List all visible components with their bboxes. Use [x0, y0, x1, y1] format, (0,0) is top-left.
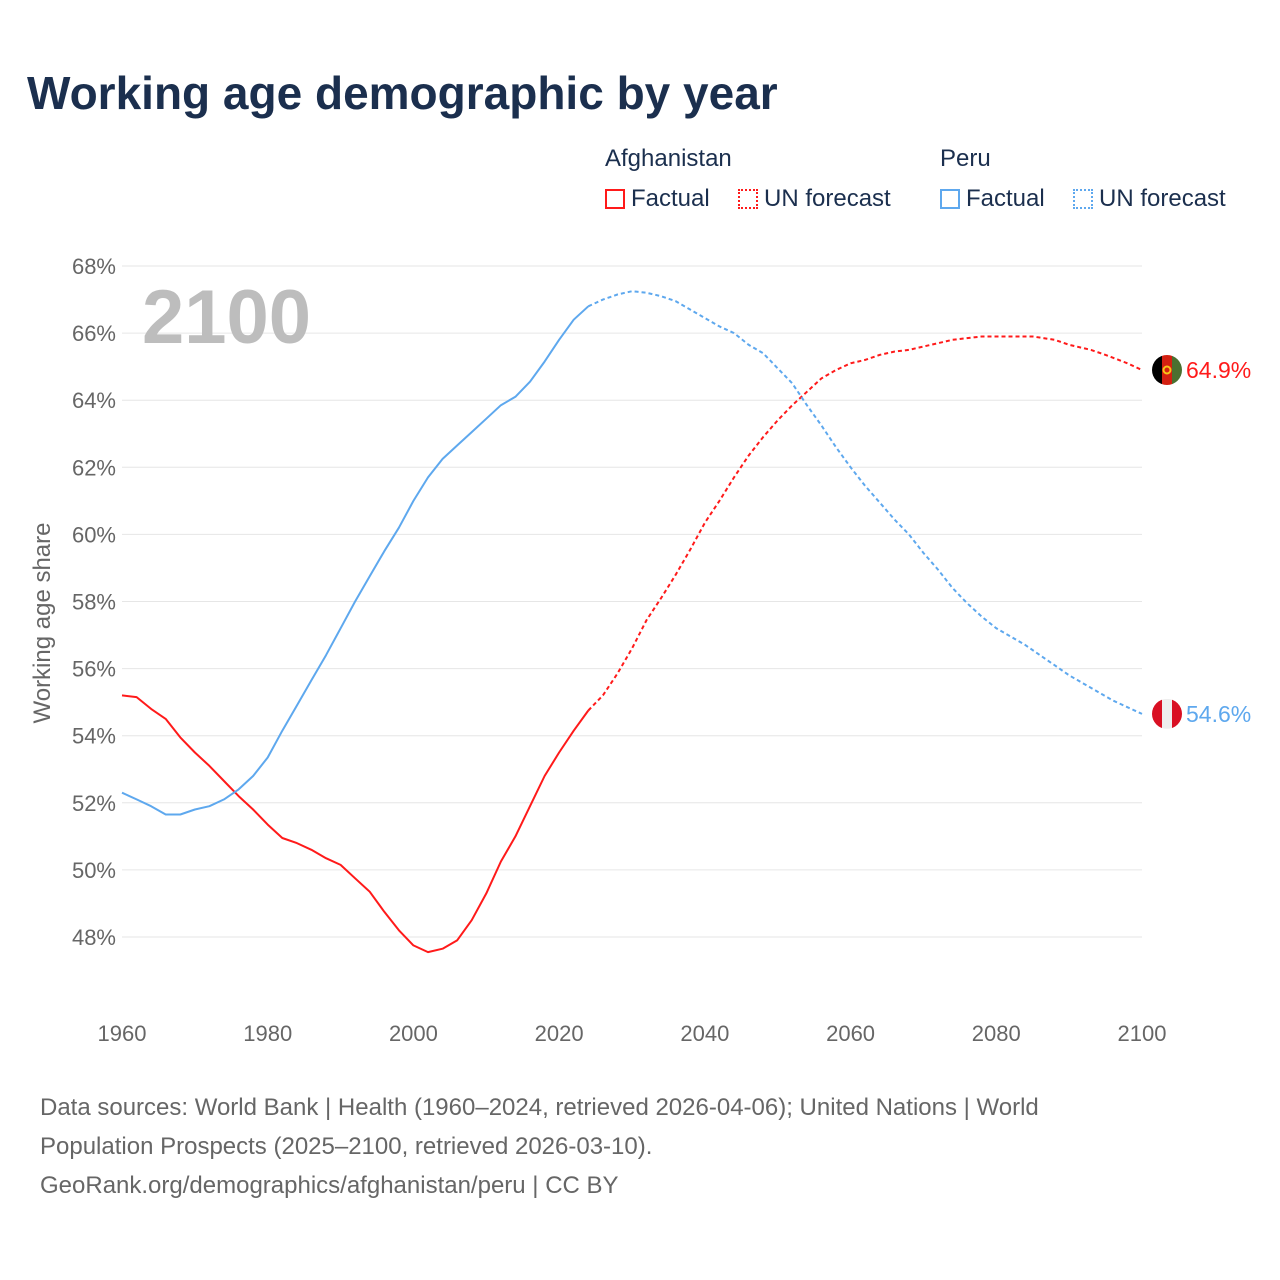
x-tick-label: 1980 [243, 1021, 292, 1046]
line-chart: 48% 50% 52% 54% 56% 58% 60% 62% 64% 66% 68% 1960 198… [29, 254, 1251, 1046]
legend-swatch-solid [605, 189, 625, 209]
peru-factual-line [121, 305, 589, 816]
flag-stripes [1152, 355, 1182, 386]
x-tick-label: 2100 [1118, 1021, 1167, 1046]
y-tick-label: 50% [72, 858, 116, 883]
legend-swatch-dotted [1073, 189, 1093, 209]
afghanistan-forecast-line [587, 335, 1143, 712]
y-tick-label: 56% [72, 657, 116, 682]
x-tick-label: 2020 [535, 1021, 584, 1046]
y-tick-label: 58% [72, 590, 116, 615]
legend-afghanistan-forecast[interactable]: UN forecast [738, 185, 891, 213]
y-axis-label: Working age share [29, 523, 56, 724]
legend-swatch-solid [940, 189, 960, 209]
end-value-label: 64.9% [1186, 357, 1251, 383]
y-tick-label: 68% [72, 254, 116, 279]
peru-flag-icon [1152, 698, 1182, 729]
flag-stripe [1152, 355, 1162, 386]
y-tick-label: 48% [72, 925, 116, 950]
legend-country-afghanistan: Afghanistan [605, 145, 732, 172]
attribution-link[interactable]: GeoRank.org/demographics/afghanistan/per… [40, 1172, 619, 1199]
peru-forecast-line [587, 290, 1143, 715]
y-tick-label: 54% [72, 724, 116, 749]
legend-label: Factual [966, 185, 1045, 212]
legend-label: UN forecast [1099, 185, 1226, 212]
year-overlay: 2100 [142, 275, 311, 360]
chart-title: Working age demographic by year [27, 67, 778, 119]
y-tick-label: 66% [72, 321, 116, 346]
flag-stripe [1172, 698, 1182, 729]
y-tick-label: 62% [72, 455, 116, 480]
legend-country-peru: Peru [940, 145, 991, 172]
flag-stripe [1162, 355, 1172, 386]
x-tick-label: 2000 [389, 1021, 438, 1046]
flag-emblem [1162, 365, 1172, 375]
legend-label: Factual [631, 185, 710, 212]
afghanistan-factual-line [121, 694, 590, 954]
legend-peru-forecast[interactable]: UN forecast [1073, 185, 1226, 213]
flag-stripe [1152, 698, 1162, 729]
y-tick-label: 64% [72, 388, 116, 413]
footer: Data sources: World Bank | Health (1960–… [40, 1088, 1240, 1205]
source-line: Population Prospects (2025–2100, retriev… [40, 1133, 653, 1160]
x-tick-label: 2060 [826, 1021, 875, 1046]
legend-swatch-dotted [738, 189, 758, 209]
legend-afghanistan-factual[interactable]: Factual [605, 185, 710, 213]
legend-label: UN forecast [764, 185, 891, 212]
y-tick-label: 52% [72, 791, 116, 816]
afghanistan-flag-icon [1152, 355, 1182, 386]
legend-peru-factual[interactable]: Factual [940, 185, 1045, 213]
flag-stripe [1172, 355, 1182, 386]
end-value-label: 54.6% [1186, 701, 1251, 727]
x-tick-label: 2040 [680, 1021, 729, 1046]
source-line: Data sources: World Bank | Health (1960–… [40, 1094, 1039, 1121]
flag-stripe [1162, 698, 1172, 729]
y-tick-label: 60% [72, 522, 116, 547]
flag-stripes [1152, 698, 1182, 729]
x-tick-label: 2080 [972, 1021, 1021, 1046]
x-tick-label: 1960 [98, 1021, 147, 1046]
